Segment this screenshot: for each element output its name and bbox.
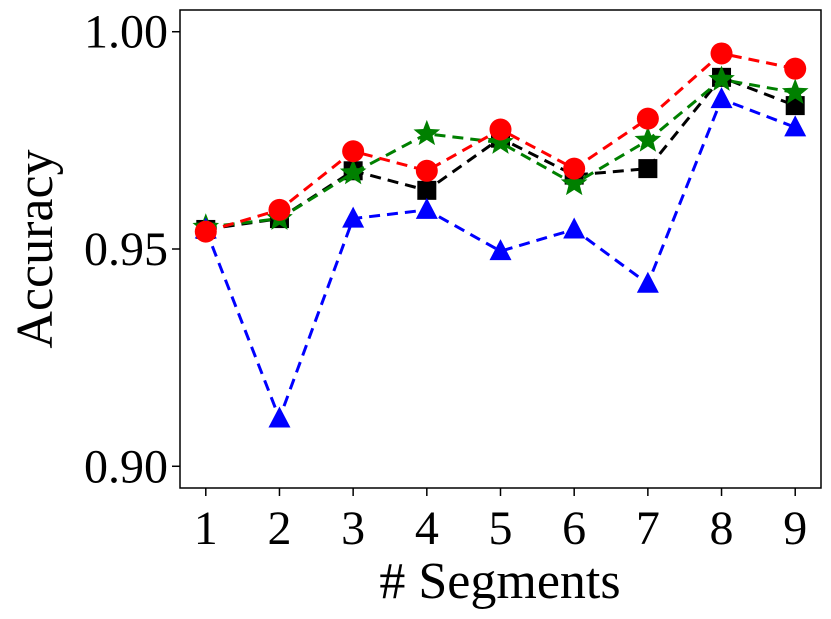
data-point-green-star (560, 169, 588, 196)
data-point-red-circle (489, 118, 512, 141)
y-axis-label: Accuracy (7, 149, 64, 348)
data-point-blue-triangle (268, 406, 291, 428)
y-tick-label: 0.95 (84, 223, 168, 276)
data-point-blue-triangle (563, 217, 586, 239)
x-tick-label: 8 (710, 502, 734, 555)
data-point-blue-triangle (489, 239, 512, 261)
data-point-blue-triangle (710, 87, 733, 109)
data-point-blue-triangle (784, 115, 807, 137)
data-point-red-circle (784, 57, 807, 80)
data-point-red-circle (710, 42, 733, 65)
series-line-green-star (205, 77, 796, 229)
series-red-circle (194, 42, 807, 243)
y-tick-label: 0.90 (84, 440, 168, 493)
data-point-green-star (634, 126, 662, 152)
data-point-red-circle (415, 159, 438, 182)
data-point-black-square (638, 159, 658, 179)
data-point-red-circle (563, 157, 586, 180)
data-point-red-circle (194, 220, 217, 243)
x-tick-label: 3 (341, 502, 365, 555)
x-tick-label: 5 (489, 502, 513, 555)
data-point-green-star (413, 119, 441, 146)
y-axis: 0.90 0.95 1.00 (84, 6, 180, 493)
x-tick-label: 2 (267, 502, 291, 555)
x-tick-label: 7 (636, 502, 660, 555)
x-axis-label: # Segments (379, 553, 620, 610)
data-point-blue-triangle (415, 197, 438, 219)
data-point-blue-triangle (636, 271, 659, 293)
x-tick-label: 1 (194, 502, 218, 555)
data-point-red-circle (268, 198, 291, 221)
data-point-black-square (417, 180, 437, 200)
x-tick-label: 9 (783, 502, 807, 555)
series-group (192, 42, 809, 428)
x-tick-label: 6 (562, 502, 586, 555)
data-point-green-star (708, 65, 735, 91)
data-point-green-star (339, 158, 367, 185)
data-point-green-star (781, 78, 809, 104)
data-point-blue-triangle (342, 206, 365, 228)
data-point-red-circle (342, 140, 365, 163)
data-point-red-circle (636, 107, 659, 130)
data-point-green-star (487, 128, 514, 154)
series-line-black-square (205, 75, 796, 231)
x-tick-label: 4 (415, 502, 439, 555)
series-line-blue-triangle (204, 97, 796, 423)
y-tick-label: 1.00 (84, 6, 168, 59)
